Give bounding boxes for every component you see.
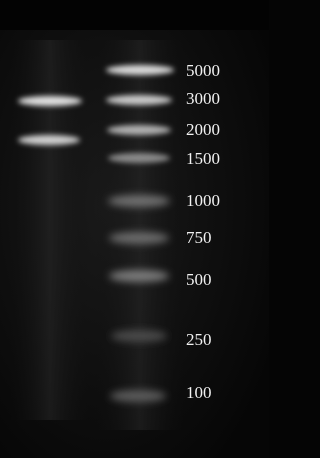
band [109,232,169,244]
size-label: 750 [186,228,212,247]
gel-image: 5000 3000 2000 1500 1000 750 500 250 100 [0,0,269,458]
size-label: 3000 [186,89,220,108]
band [110,390,166,402]
size-label: 1500 [186,149,220,168]
band [18,96,82,106]
size-label: 500 [186,270,212,289]
band [111,330,167,342]
band [18,135,80,145]
band [109,270,169,282]
size-label: 250 [186,330,212,349]
band [106,65,174,75]
size-label: 2000 [186,120,220,139]
page: 5000 3000 2000 1500 1000 750 500 250 100… [0,0,269,458]
size-label: 100 [186,383,212,402]
band [107,125,171,135]
band [108,153,170,163]
size-label: 1000 [186,191,220,210]
size-label: 5000 [186,61,220,80]
band [106,95,172,105]
band [108,195,170,207]
gel-top [0,0,269,30]
